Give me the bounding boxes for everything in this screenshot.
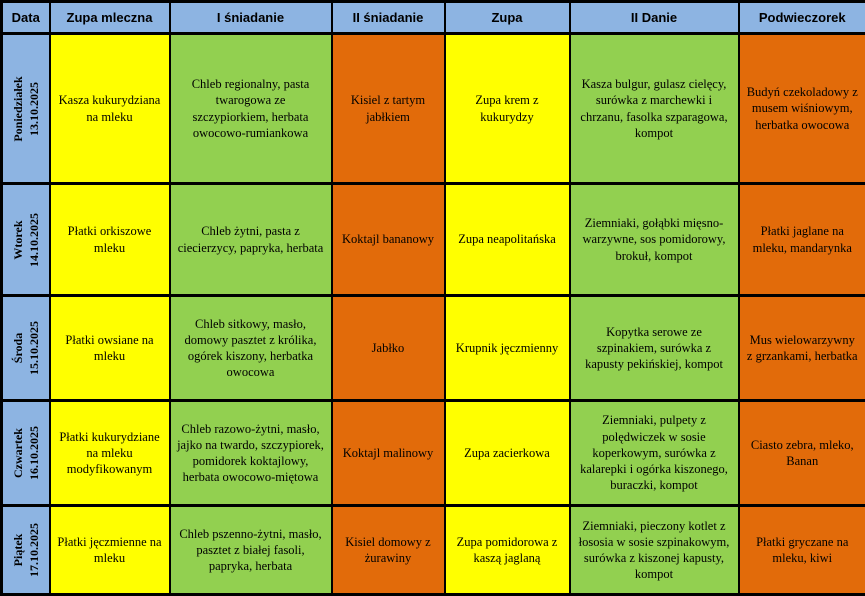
soup-cell: Krupnik jęczmienny — [445, 296, 570, 401]
breakfast1-cell: Chleb regionalny, pasta twarogowa ze szc… — [170, 34, 332, 184]
day-cell: Wtorek 14.10.2025 — [2, 184, 50, 296]
milk-soup-cell: Płatki orkiszowe mleku — [50, 184, 170, 296]
day-name: Środa — [10, 321, 26, 375]
day-name: Wtorek — [10, 213, 26, 267]
main-course-cell: Kasza bulgur, gulasz cielęcy, surówka z … — [570, 34, 739, 184]
main-course-cell: Kopytka serowe ze szpinakiem, surówka z … — [570, 296, 739, 401]
breakfast2-cell: Koktajl bananowy — [332, 184, 445, 296]
soup-cell: Zupa pomidorowa z kaszą jaglaną — [445, 506, 570, 595]
table-row-wednesday: Środa 15.10.2025 Płatki owsiane na mleku… — [2, 296, 865, 401]
day-label: Poniedziałek 13.10.2025 — [10, 76, 42, 141]
day-cell: Czwartek 16.10.2025 — [2, 401, 50, 506]
day-date: 13.10.2025 — [26, 76, 42, 141]
breakfast2-cell: Koktajl malinowy — [332, 401, 445, 506]
milk-soup-cell: Kasza kukurydziana na mleku — [50, 34, 170, 184]
afternoon-snack-cell: Płatki gryczane na mleku, kiwi — [739, 506, 865, 595]
breakfast1-cell: Chleb pszenno-żytni, masło, pasztet z bi… — [170, 506, 332, 595]
main-course-cell: Ziemniaki, gołąbki mięsno-warzywne, sos … — [570, 184, 739, 296]
header-i-sniadanie: I śniadanie — [170, 2, 332, 34]
milk-soup-cell: Płatki kukurydziane na mleku modyfikowan… — [50, 401, 170, 506]
soup-cell: Zupa zacierkowa — [445, 401, 570, 506]
table-row-thursday: Czwartek 16.10.2025 Płatki kukurydziane … — [2, 401, 865, 506]
day-name: Czwartek — [10, 426, 26, 480]
main-course-cell: Ziemniaki, pulpety z polędwiczek w sosie… — [570, 401, 739, 506]
day-label: Wtorek 14.10.2025 — [10, 213, 42, 267]
day-date: 14.10.2025 — [26, 213, 42, 267]
day-date: 15.10.2025 — [26, 321, 42, 375]
day-date: 17.10.2025 — [26, 523, 42, 577]
day-cell: Środa 15.10.2025 — [2, 296, 50, 401]
breakfast2-cell: Jabłko — [332, 296, 445, 401]
header-zupa-mleczna: Zupa mleczna — [50, 2, 170, 34]
breakfast1-cell: Chleb razowo-żytni, masło, jajko na twar… — [170, 401, 332, 506]
afternoon-snack-cell: Budyń czekoladowy z musem wiśniowym, her… — [739, 34, 865, 184]
header-row: Data Zupa mleczna I śniadanie II śniadan… — [2, 2, 865, 34]
table-row-friday: Piątek 17.10.2025 Płatki jęczmienne na m… — [2, 506, 865, 595]
table-row-tuesday: Wtorek 14.10.2025 Płatki orkiszowe mleku… — [2, 184, 865, 296]
header-ii-sniadanie: II śniadanie — [332, 2, 445, 34]
day-name: Poniedziałek — [10, 76, 26, 141]
header-podwieczorek: Podwieczorek — [739, 2, 865, 34]
breakfast2-cell: Kisiel z tartym jabłkiem — [332, 34, 445, 184]
afternoon-snack-cell: Mus wielowarzywny z grzankami, herbatka — [739, 296, 865, 401]
header-data: Data — [2, 2, 50, 34]
day-label: Piątek 17.10.2025 — [10, 523, 42, 577]
soup-cell: Zupa krem z kukurydzy — [445, 34, 570, 184]
table-row-monday: Poniedziałek 13.10.2025 Kasza kukurydzia… — [2, 34, 865, 184]
main-course-cell: Ziemniaki, pieczony kotlet z łososia w s… — [570, 506, 739, 595]
day-date: 16.10.2025 — [26, 426, 42, 480]
day-label: Środa 15.10.2025 — [10, 321, 42, 375]
day-name: Piątek — [10, 523, 26, 577]
afternoon-snack-cell: Płatki jaglane na mleku, mandarynka — [739, 184, 865, 296]
day-cell: Piątek 17.10.2025 — [2, 506, 50, 595]
header-zupa: Zupa — [445, 2, 570, 34]
milk-soup-cell: Płatki owsiane na mleku — [50, 296, 170, 401]
afternoon-snack-cell: Ciasto zebra, mleko, Banan — [739, 401, 865, 506]
breakfast1-cell: Chleb sitkowy, masło, domowy pasztet z k… — [170, 296, 332, 401]
day-cell: Poniedziałek 13.10.2025 — [2, 34, 50, 184]
header-ii-danie: II Danie — [570, 2, 739, 34]
milk-soup-cell: Płatki jęczmienne na mleku — [50, 506, 170, 595]
soup-cell: Zupa neapolitańska — [445, 184, 570, 296]
day-label: Czwartek 16.10.2025 — [10, 426, 42, 480]
breakfast1-cell: Chleb żytni, pasta z ciecierzycy, papryk… — [170, 184, 332, 296]
breakfast2-cell: Kisiel domowy z żurawiny — [332, 506, 445, 595]
